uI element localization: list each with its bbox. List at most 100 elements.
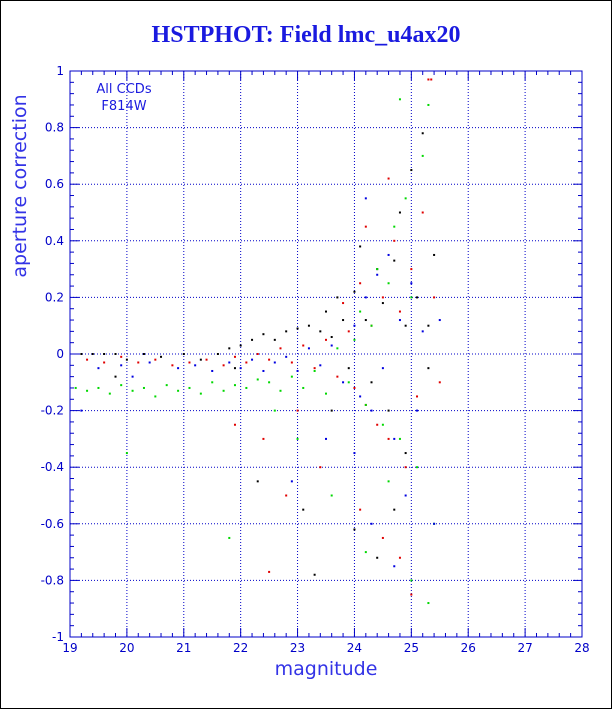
data-point <box>430 78 433 81</box>
data-point <box>262 437 265 440</box>
x-tick-label: 27 <box>517 641 532 655</box>
data-point <box>182 353 185 355</box>
data-point <box>307 347 310 350</box>
data-point <box>353 338 356 341</box>
data-point <box>330 409 333 412</box>
data-point <box>199 358 202 361</box>
data-point <box>285 355 288 358</box>
data-point <box>398 211 401 214</box>
data-point <box>120 364 123 367</box>
data-point <box>393 239 396 242</box>
data-point <box>364 296 367 299</box>
data-point <box>387 282 390 285</box>
data-point <box>359 245 362 248</box>
data-point <box>347 381 350 384</box>
data-point <box>222 364 225 367</box>
data-point <box>416 395 419 398</box>
data-point <box>211 369 214 372</box>
data-point <box>80 353 83 355</box>
data-point <box>131 375 134 378</box>
data-point <box>245 386 248 389</box>
data-point <box>97 367 100 370</box>
data-point <box>273 361 276 364</box>
data-point <box>410 593 413 596</box>
data-point <box>387 409 390 412</box>
data-point <box>268 570 271 573</box>
grid-layer <box>70 71 582 637</box>
data-point <box>404 494 407 497</box>
data-point <box>404 452 407 455</box>
data-point <box>114 375 117 378</box>
x-tick-label: 28 <box>574 641 589 655</box>
data-point <box>410 282 413 285</box>
data-point <box>313 573 316 576</box>
y-tick-label: -0.2 <box>41 404 64 418</box>
data-point <box>325 392 327 395</box>
x-tick-label: 24 <box>347 641 362 655</box>
data-point <box>125 358 128 361</box>
data-point <box>347 330 350 333</box>
data-point <box>376 273 379 276</box>
data-point <box>410 296 413 299</box>
data-point <box>330 336 333 339</box>
x-tick-label: 25 <box>404 641 419 655</box>
data-point <box>433 253 436 256</box>
data-point <box>148 361 151 364</box>
data-point <box>285 494 288 497</box>
data-point <box>381 536 384 539</box>
data-point <box>421 211 424 214</box>
y-tick-label: 0 <box>56 347 64 361</box>
data-point <box>165 384 168 387</box>
data-point <box>370 324 373 327</box>
data-point <box>228 536 231 539</box>
data-point <box>177 367 180 370</box>
data-point <box>416 466 419 469</box>
data-point <box>393 508 396 511</box>
data-point <box>233 423 236 426</box>
data-point <box>97 386 100 389</box>
data-point <box>233 384 236 387</box>
data-point <box>404 197 407 200</box>
data-point <box>296 327 299 330</box>
data-point <box>228 347 231 350</box>
data-point <box>194 364 197 367</box>
data-point <box>268 358 271 361</box>
data-point <box>421 330 424 333</box>
data-point <box>359 395 362 398</box>
data-point <box>211 381 214 384</box>
data-point <box>381 367 384 370</box>
data-point <box>251 338 254 341</box>
data-point <box>364 319 367 322</box>
data-point <box>364 225 367 228</box>
data-point <box>353 290 356 293</box>
data-point <box>342 302 345 305</box>
data-point <box>336 347 339 350</box>
data-point <box>353 386 356 389</box>
data-point <box>296 409 299 412</box>
y-tick-label: -0.8 <box>41 573 64 587</box>
data-point <box>433 296 436 299</box>
data-point <box>91 353 94 355</box>
y-tick-label: 0.6 <box>45 177 64 191</box>
data-point <box>171 364 174 367</box>
data-point <box>398 437 401 440</box>
y-tick-label: -0.6 <box>41 517 64 531</box>
data-point <box>80 409 83 412</box>
x-tick-label: 23 <box>290 641 305 655</box>
data-point <box>262 333 265 336</box>
data-point <box>353 452 356 455</box>
y-tick-label: 0.4 <box>45 234 64 248</box>
data-point <box>256 353 259 355</box>
x-tick-label: 19 <box>62 641 77 655</box>
points-layer <box>74 78 441 605</box>
data-point <box>239 367 242 370</box>
data-point <box>330 344 333 347</box>
data-point <box>336 375 339 378</box>
data-point <box>103 361 106 364</box>
data-point <box>216 353 219 355</box>
chart-title: HSTPHOT: Field lmc_u4ax20 <box>151 22 461 48</box>
data-point <box>296 369 299 372</box>
data-point <box>268 381 271 384</box>
data-point <box>131 389 134 392</box>
data-point <box>359 508 362 511</box>
